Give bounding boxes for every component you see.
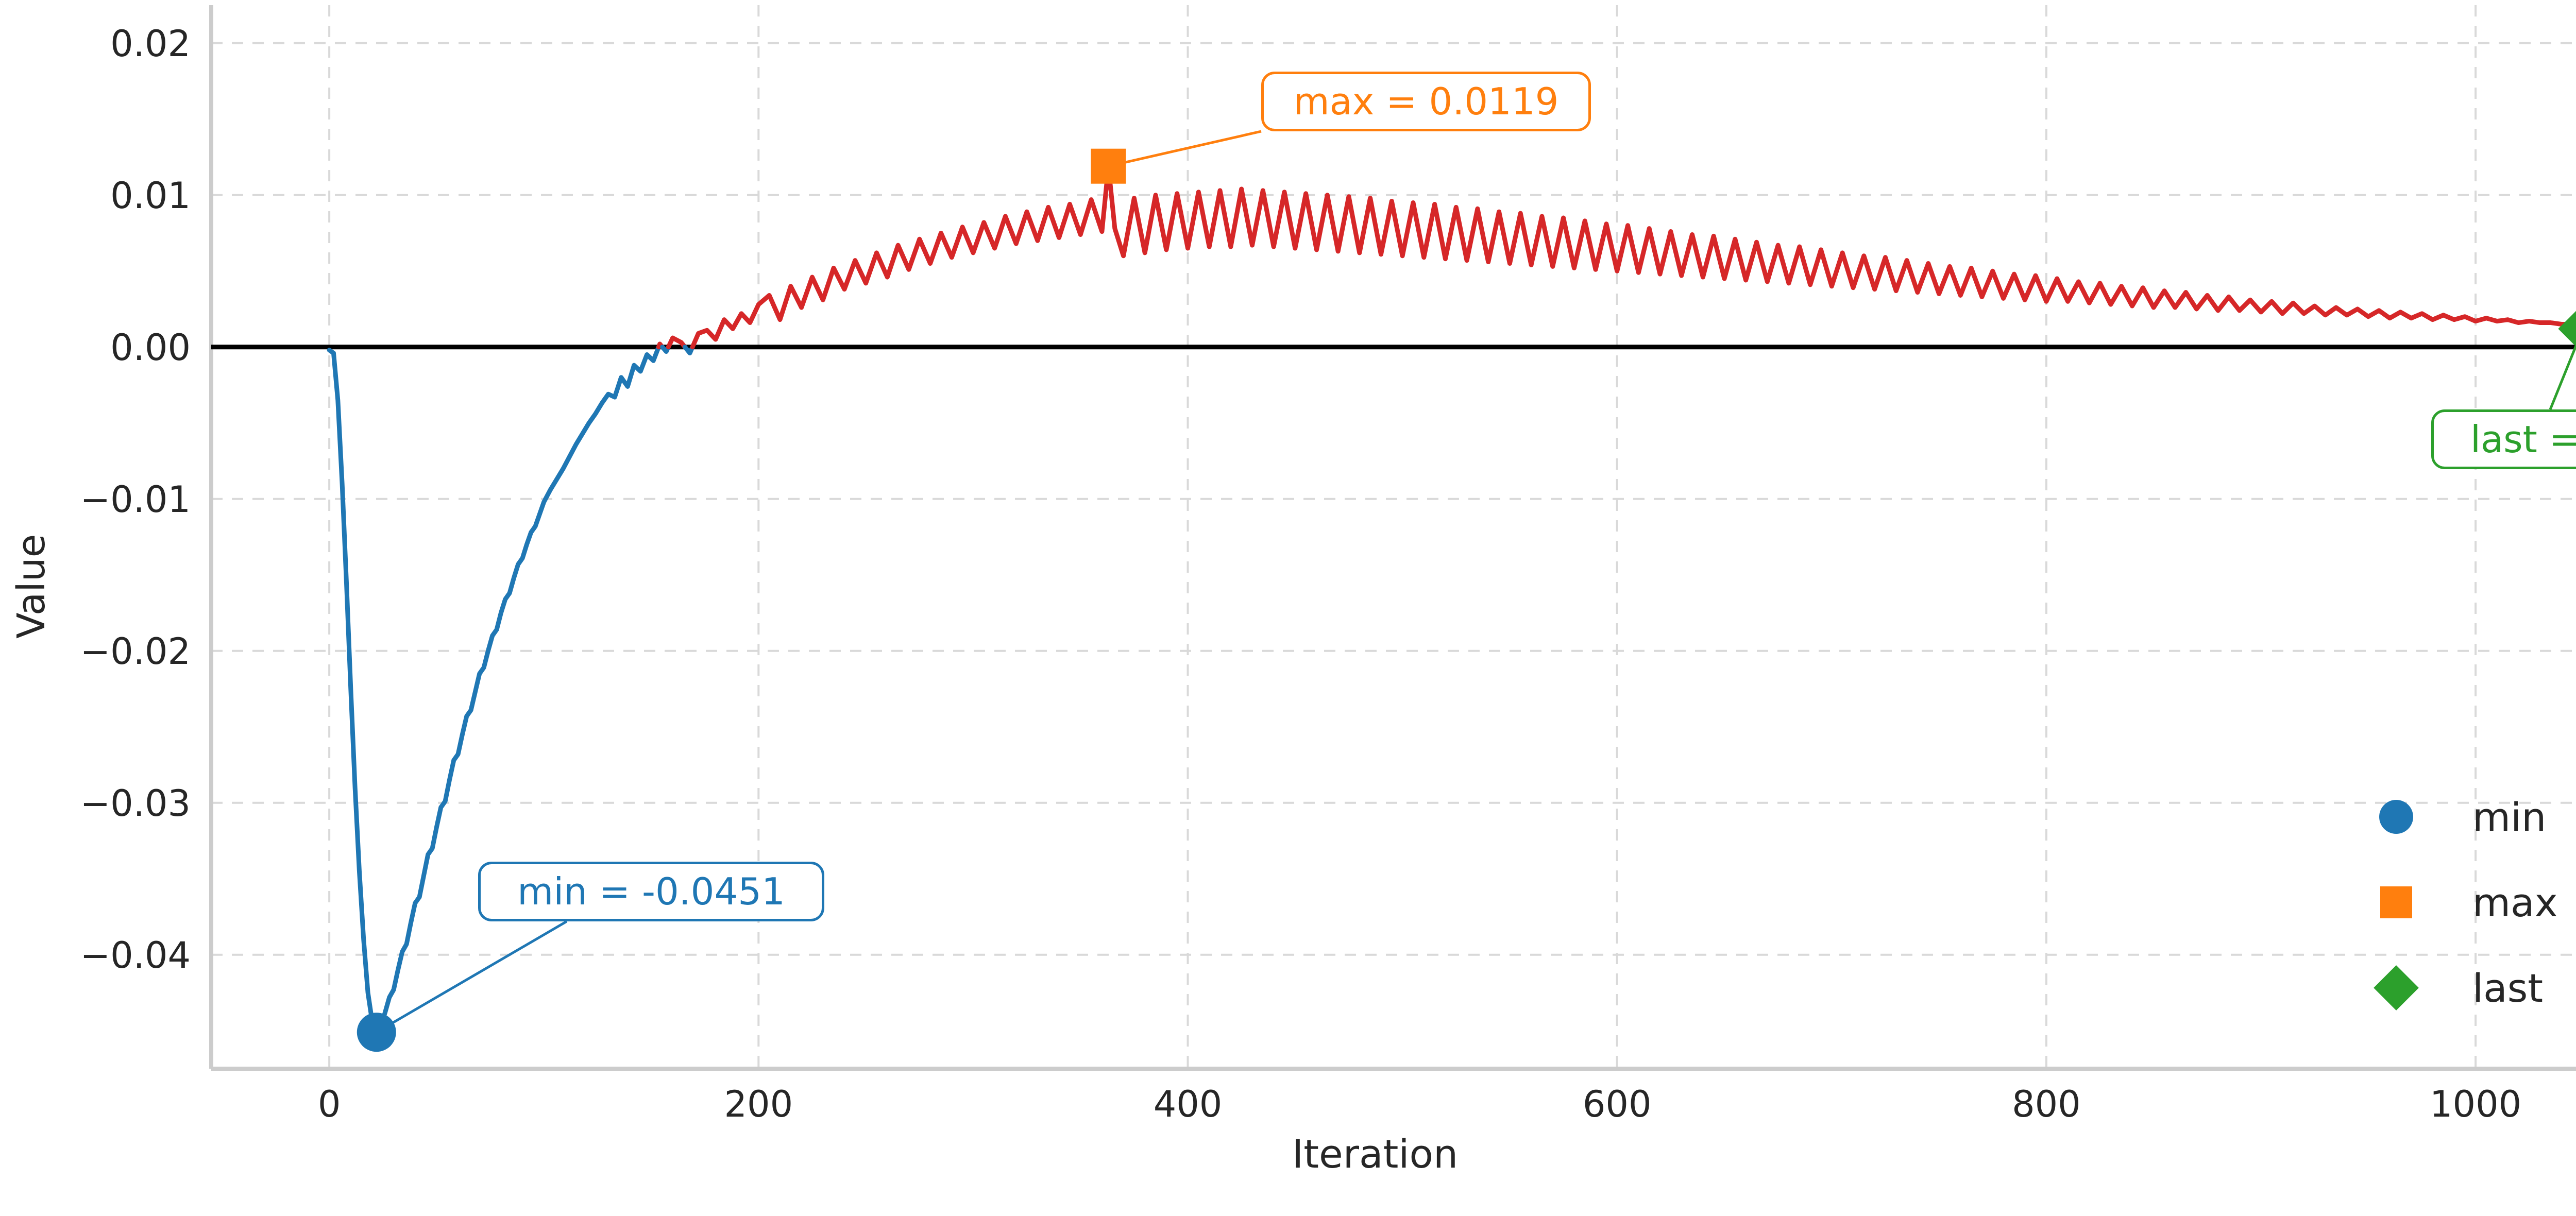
axis-spines [209,5,2576,1071]
square-glyph [2380,886,2412,918]
annotation-min: min = -0.0451 [478,862,824,921]
y-tick-label: −0.02 [80,630,191,673]
circle-marker-icon [2372,793,2420,841]
extreme-point-markers [357,148,2576,1052]
annotation-last: last = 0.0012 [2431,409,2576,469]
y-tick-label: −0.03 [80,782,191,825]
y-tick-label: 0.02 [110,22,191,65]
x-tick-label: 800 [2012,1083,2081,1125]
circle-glyph [2379,800,2413,834]
annotation-leader-lines [376,130,2576,1034]
legend-item-min: min [2372,793,2546,841]
y-tick-label: −0.01 [80,478,191,521]
x-tick-label: 0 [317,1083,341,1125]
y-tick-label: 0.01 [110,174,191,217]
diamond-marker-icon [2372,964,2420,1012]
legend-item-max: max [2372,879,2558,926]
annotation-max: max = 0.0119 [1261,72,1591,131]
y-tick-label: −0.04 [80,934,191,977]
diamond-glyph [2374,965,2419,1011]
legend-label: max [2472,879,2558,926]
y-axis-title: Value [9,534,54,639]
y-tick-label: 0.00 [110,326,191,369]
x-tick-label: 400 [1153,1083,1223,1125]
x-tick-label: 200 [724,1083,793,1125]
x-tick-label: 1000 [2430,1083,2522,1125]
legend-label: last [2472,965,2544,1011]
chart-legend: min max last [2372,793,2576,1012]
x-axis-title: Iteration [1292,1131,1459,1177]
legend-item-last: last [2372,964,2543,1012]
square-marker-icon [2372,879,2420,926]
x-tick-label: 600 [1582,1083,1652,1125]
legend-label: min [2472,794,2547,840]
